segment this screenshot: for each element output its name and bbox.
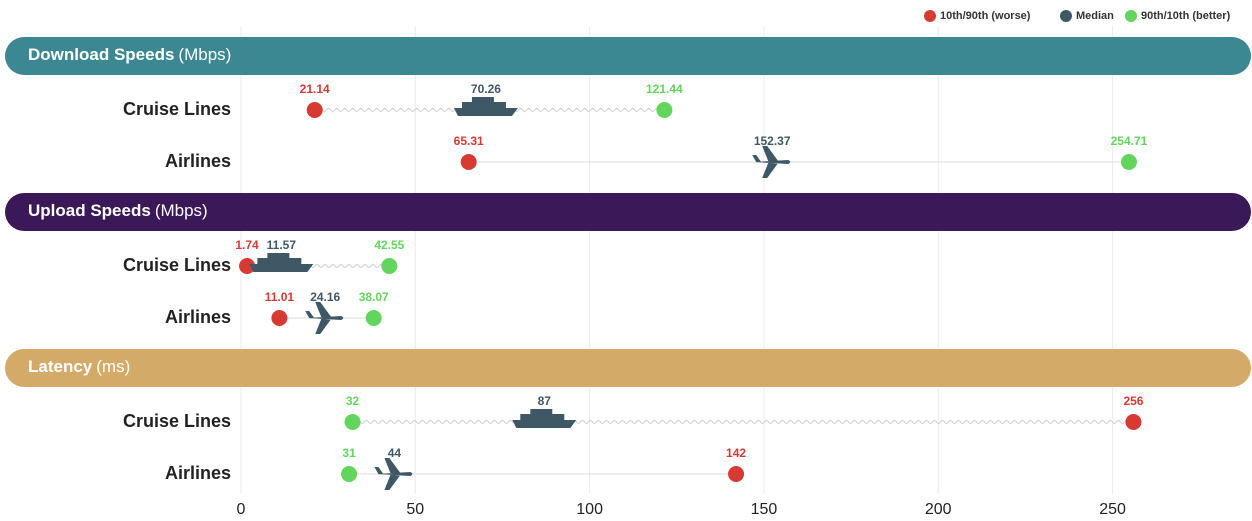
section-unit: (Mbps) [155, 201, 208, 220]
dot-better [344, 414, 361, 430]
x-tick-label: 50 [406, 501, 424, 518]
row-label: Airlines [165, 463, 231, 483]
section-title-text: Download Speeds [28, 45, 174, 64]
section-title-text: Latency [28, 357, 93, 376]
section-title: Latency (ms) [28, 357, 130, 376]
legend-swatch [924, 10, 936, 22]
x-tick-label: 200 [925, 501, 952, 518]
row-label: Cruise Lines [123, 99, 231, 119]
median-marker [512, 409, 577, 428]
dot-worse [728, 466, 745, 482]
value-label: 142 [726, 446, 746, 460]
value-label: 256 [1123, 394, 1143, 408]
value-label: 121.44 [646, 82, 683, 96]
ship-icon-top [267, 253, 290, 258]
section-title: Upload Speeds (Mbps) [28, 201, 208, 220]
ship-icon-deck [520, 414, 565, 420]
section-title: Download Speeds (Mbps) [28, 45, 231, 64]
row-label: Cruise Lines [123, 411, 231, 431]
row-label: Cruise Lines [123, 255, 231, 275]
value-label: 65.31 [454, 134, 484, 148]
dot-worse [460, 154, 477, 170]
section-title-text: Upload Speeds [28, 201, 151, 220]
dot-better [341, 466, 358, 482]
x-tick-label: 0 [237, 501, 246, 518]
row-label: Airlines [165, 151, 231, 171]
value-label: 70.26 [471, 82, 501, 96]
ship-icon-deck [461, 102, 506, 108]
dot-better [365, 310, 382, 326]
ship-icon-top [471, 97, 494, 102]
value-label: 24.16 [310, 290, 340, 304]
x-tick-label: 100 [576, 501, 603, 518]
ship-icon-body [249, 264, 314, 272]
median-marker [374, 458, 413, 490]
legend-label: 90th/10th (better) [1141, 10, 1231, 22]
ship-icon-deck [257, 258, 302, 264]
section-header [5, 37, 1251, 75]
ship-icon-top [530, 409, 553, 414]
value-label: 87 [538, 394, 552, 408]
value-label: 254.71 [1111, 134, 1148, 148]
median-marker [453, 97, 518, 116]
section-unit: (ms) [96, 357, 130, 376]
dot-better [381, 258, 398, 274]
value-label: 42.55 [374, 238, 404, 252]
x-tick-label: 250 [1099, 501, 1126, 518]
x-tick-label: 150 [751, 501, 778, 518]
value-label: 11.01 [265, 290, 295, 304]
value-label: 11.57 [267, 238, 297, 252]
median-marker [305, 302, 344, 334]
value-label: 44 [388, 446, 402, 460]
dot-better [1120, 154, 1137, 170]
wave-connector [352, 420, 1137, 424]
plane-icon [374, 458, 413, 490]
ship-icon-body [512, 420, 577, 428]
value-label: 31 [342, 446, 356, 460]
value-label: 32 [346, 394, 360, 408]
value-label: 21.14 [300, 82, 330, 96]
dot-worse [239, 258, 256, 274]
legend-swatch [1125, 10, 1137, 22]
value-label: 1.74 [235, 238, 259, 252]
dot-worse [306, 102, 323, 118]
dot-worse [1125, 414, 1142, 430]
section-header [5, 349, 1251, 387]
row-label: Airlines [165, 307, 231, 327]
plane-icon [305, 302, 344, 334]
section-unit: (Mbps) [178, 45, 231, 64]
legend-swatch [1060, 10, 1072, 22]
value-label: 152.37 [754, 134, 791, 148]
median-marker [752, 146, 791, 178]
legend-label: 10th/90th (worse) [940, 10, 1031, 22]
dot-worse [271, 310, 288, 326]
median-marker [249, 253, 314, 272]
dot-better [656, 102, 673, 118]
legend-label: Median [1076, 10, 1114, 22]
ship-icon-body [453, 108, 518, 116]
value-label: 38.07 [359, 290, 389, 304]
section-header [5, 193, 1251, 231]
plane-icon [752, 146, 791, 178]
